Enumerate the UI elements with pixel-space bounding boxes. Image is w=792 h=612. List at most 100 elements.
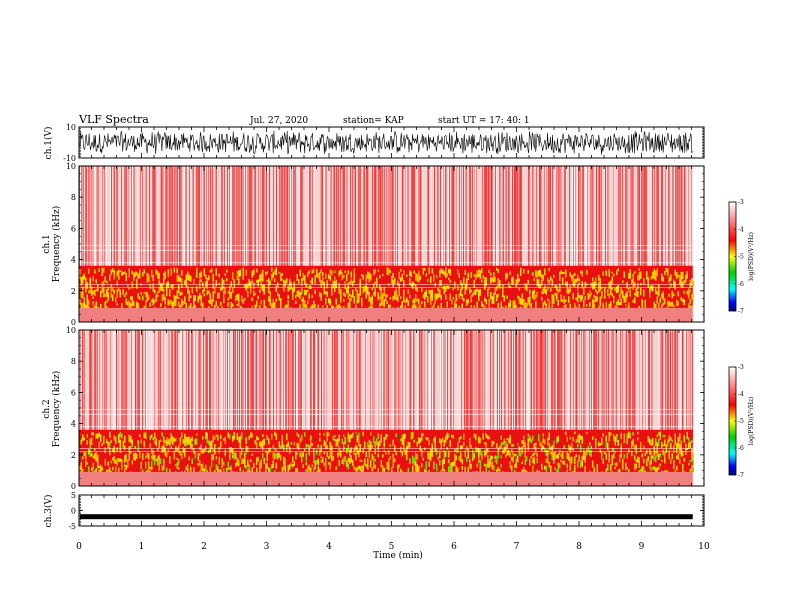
spectrogram-speckle	[95, 301, 97, 307]
spectrogram-speckle	[563, 445, 565, 449]
spectrogram-streak	[207, 330, 208, 446]
spectrogram-streak	[92, 330, 93, 446]
spectrogram-speckle	[316, 449, 318, 456]
spectrogram-speckle	[514, 463, 516, 468]
spectrogram-streak	[500, 166, 501, 282]
spectrogram-streak	[399, 330, 400, 446]
spectrogram-streak	[341, 330, 342, 446]
spectrogram-speckle	[691, 440, 693, 443]
spectrogram-speckle	[190, 438, 192, 446]
spectrogram-speckle	[200, 271, 202, 278]
spectrogram-streak	[466, 166, 467, 282]
spectrogram-gap	[93, 330, 94, 446]
spectrogram-speckle	[173, 450, 175, 459]
spectrogram-speckle	[566, 463, 568, 469]
spectrogram-speckle	[677, 274, 679, 278]
spectrogram-speckle	[452, 461, 454, 467]
spectrogram-speckle	[670, 442, 672, 450]
spectrogram-speckle	[116, 288, 118, 292]
spectrogram-speckle	[680, 443, 682, 446]
spectrogram-speckle	[596, 296, 598, 302]
spectrogram-speckle	[470, 444, 472, 448]
spectrogram-speckle	[170, 299, 172, 306]
spectrogram-gap	[184, 330, 185, 446]
spectrogram-streak	[661, 330, 662, 446]
spectrogram-speckle	[143, 445, 145, 448]
spectrogram-streak	[85, 166, 86, 282]
spectrogram-speckle	[439, 450, 441, 459]
spectrogram-speckle	[80, 290, 82, 299]
spectrogram-speckle	[671, 301, 673, 307]
spectrogram-speckle	[356, 467, 358, 472]
spectrogram-speckle	[329, 275, 331, 281]
spectrogram-speckle	[334, 270, 336, 274]
spectrogram-speckle	[374, 288, 376, 296]
spectrogram-speckle	[194, 451, 196, 459]
spectrogram-speckle	[110, 439, 112, 443]
spectrogram-speckle	[547, 437, 549, 441]
spectrogram-streak	[81, 166, 82, 282]
spectrogram-speckle	[161, 283, 163, 291]
spectrogram-streak	[170, 166, 171, 282]
spectrogram-speckle	[254, 304, 256, 312]
spectrogram-speckle	[379, 440, 381, 447]
spectrogram-speckle	[145, 291, 147, 298]
spectrogram-speckle	[173, 303, 175, 307]
spectrogram-speckle	[233, 279, 235, 286]
spectrogram-speckle	[358, 297, 360, 303]
spectrogram-streak	[562, 330, 563, 446]
spectrogram-speckle	[581, 294, 583, 300]
spectrogram-speckle	[130, 302, 132, 309]
spectrogram-streak	[222, 166, 223, 282]
spectrogram-speckle	[95, 279, 97, 284]
spectrogram-speckle	[109, 467, 111, 474]
spectrogram-speckle	[313, 302, 315, 309]
spectrogram-speckle	[88, 290, 90, 294]
spectrogram-speckle	[563, 460, 565, 465]
spectrogram-streak	[618, 166, 619, 282]
spectrogram-streak	[168, 330, 169, 446]
spectrogram-speckle	[116, 458, 118, 466]
spectrogram-streak	[171, 330, 172, 446]
spectrogram-speckle	[515, 461, 517, 468]
spectrogram-streak	[515, 166, 516, 282]
spectrogram-speckle	[686, 447, 688, 450]
spectrogram-streak	[367, 166, 368, 282]
spectrogram-streak	[660, 330, 661, 446]
spectrogram-gap	[348, 166, 349, 282]
spectrogram-speckle	[437, 305, 439, 311]
spectrogram-speckle	[688, 442, 690, 448]
spectrogram-speckle	[562, 460, 564, 463]
spectrogram-speckle	[584, 452, 586, 457]
spectrogram-speckle	[163, 273, 165, 277]
spectrogram-speckle	[448, 277, 450, 281]
spectrogram-speckle	[484, 305, 486, 310]
spectrogram-speckle	[536, 279, 538, 287]
spectrogram-speckle	[596, 464, 598, 468]
spectrogram-speckle	[394, 292, 396, 300]
spectrogram-speckle	[619, 459, 621, 463]
spectrogram-speckle	[250, 281, 252, 284]
spectrogram-speckle	[668, 277, 670, 283]
spectrogram-speckle	[448, 285, 450, 289]
spectrogram-speckle	[440, 443, 442, 450]
spectrogram-streak	[233, 166, 234, 282]
spectrogram-speckle	[440, 302, 442, 310]
spectrogram-speckle	[290, 282, 292, 290]
spectrogram-speckle	[559, 283, 561, 291]
spectrogram-speckle	[473, 279, 475, 284]
x-tick-label: 0	[76, 542, 82, 552]
spectrogram-speckle	[511, 443, 513, 447]
y-tick-label: 2	[71, 287, 76, 296]
spectrogram-streak	[249, 166, 250, 282]
spectrogram-speckle	[542, 302, 544, 310]
spectrogram-speckle	[488, 269, 490, 274]
spectrogram-speckle	[113, 270, 115, 276]
spectrogram-streak	[395, 166, 396, 282]
spectrogram-streak	[168, 166, 169, 282]
spectrogram-speckle	[584, 457, 586, 463]
spectrogram-speckle	[307, 466, 309, 473]
spectrogram-speckle	[503, 296, 505, 302]
spectrogram-speckle	[434, 293, 436, 298]
spectrogram-streak	[128, 166, 129, 282]
